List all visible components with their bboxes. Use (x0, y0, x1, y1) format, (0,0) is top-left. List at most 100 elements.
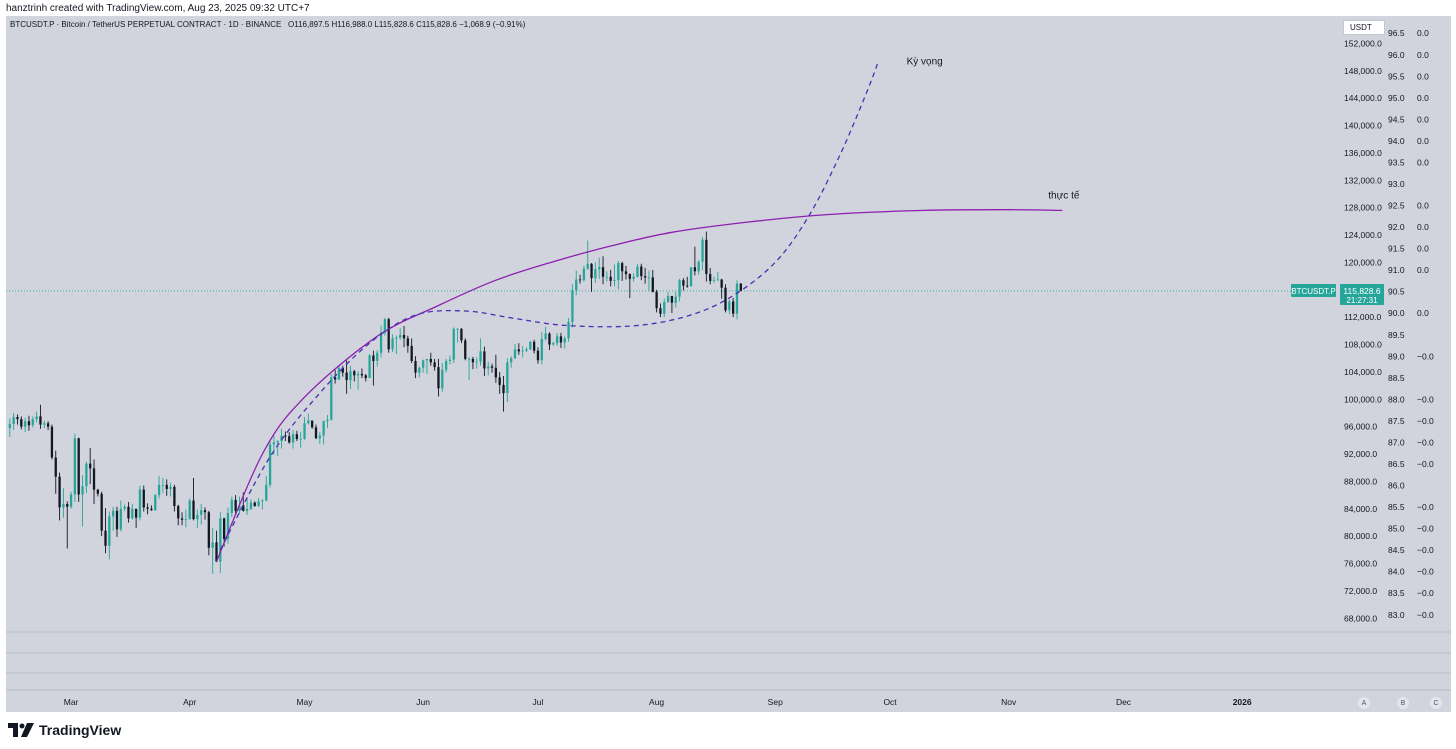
candle (165, 479, 168, 496)
candle-body (134, 508, 138, 518)
chart-background (6, 16, 1451, 712)
candle (54, 450, 57, 494)
candle (410, 338, 413, 364)
candle-body (529, 341, 532, 350)
candle (441, 363, 444, 392)
candle-body (219, 518, 222, 562)
candle (632, 273, 635, 282)
candle-body (444, 360, 448, 370)
candle-body (177, 506, 180, 519)
candle (594, 262, 597, 283)
candle-body (532, 341, 536, 351)
candle (697, 260, 700, 275)
candle-body (311, 420, 314, 428)
candle-body (536, 350, 540, 361)
candle (180, 512, 184, 526)
candle-body (104, 530, 107, 546)
candle (326, 415, 329, 429)
price-tick-label: 84,000.0 (1344, 504, 1377, 514)
price-axis[interactable]: 152,000.0 148,000.0 144,000.0 140,000.0 136,… (1344, 38, 1382, 623)
candle (276, 440, 279, 457)
symbol-price-tag-label: BTCUSDT.P (1291, 287, 1335, 296)
candle-body (628, 274, 631, 279)
candle (621, 261, 624, 281)
time-tick-label: Jun (416, 697, 430, 707)
candle (337, 365, 341, 381)
price-chart[interactable]: thực tế Kỳ vọng 152,000.0 148,000.0 144,000… (6, 16, 1451, 712)
candle (716, 271, 719, 281)
candle (586, 240, 589, 270)
candle (249, 499, 253, 511)
tradingview-logo-icon (8, 723, 34, 737)
secondary-tick-label: 93.0 (1388, 179, 1405, 189)
candle-body (230, 499, 233, 513)
candle (678, 278, 681, 302)
candle (536, 347, 540, 364)
secondary-tick-label: 94.5 (1388, 114, 1405, 124)
candle-body (731, 301, 735, 314)
price-tick-label: 108,000.0 (1344, 340, 1382, 350)
candle (154, 493, 157, 511)
candles-group (8, 231, 742, 574)
candle-body (448, 359, 452, 361)
candle (448, 355, 452, 365)
secondary-row-label: −0.0 (1417, 459, 1434, 469)
time-tick-label: Jul (533, 697, 544, 707)
candle-body (621, 263, 624, 272)
candle-body (674, 296, 677, 303)
currency-button[interactable]: USDT (1343, 20, 1385, 35)
candle-body (226, 512, 230, 539)
candle (617, 261, 620, 290)
candle-body (16, 417, 19, 420)
candle-body (410, 345, 413, 361)
candle (311, 420, 314, 429)
scale-button-a[interactable]: A (1358, 697, 1370, 709)
candle (422, 359, 425, 373)
candle (23, 417, 27, 433)
candle-body (268, 444, 272, 485)
scale-button-c[interactable]: C (1430, 697, 1442, 709)
secondary-tick-label: 88.0 (1388, 394, 1405, 404)
candle-body (353, 371, 356, 376)
candle-body (433, 362, 436, 368)
candle (437, 358, 440, 397)
price-tick-label: 148,000.0 (1344, 66, 1382, 76)
scale-button-b[interactable]: B (1397, 697, 1409, 709)
price-tick-label: 132,000.0 (1344, 175, 1382, 185)
candle (200, 504, 203, 525)
price-tick-label: 92,000.0 (1344, 449, 1377, 459)
candle (184, 509, 188, 528)
secondary-tick-label: 96.5 (1388, 28, 1405, 38)
candle-body (494, 367, 498, 378)
candle (399, 328, 402, 340)
candle (295, 430, 299, 442)
candle-body (609, 276, 612, 281)
candle-body (460, 328, 463, 341)
candle-body (150, 508, 153, 511)
candle (689, 267, 693, 287)
time-tick-label: 2026 (1233, 697, 1252, 707)
candle (146, 503, 149, 515)
candle-body (356, 373, 360, 376)
price-tick-label: 136,000.0 (1344, 148, 1382, 158)
candle-body (441, 369, 444, 389)
secondary-tick-label: 85.5 (1388, 502, 1405, 512)
candle-body (50, 426, 54, 458)
candle-body (69, 494, 73, 507)
candle (460, 328, 463, 344)
candle (655, 289, 658, 313)
candle (433, 358, 436, 371)
candle-body (467, 358, 471, 360)
secondary-row-label: 0.0 (1417, 136, 1429, 146)
time-axis[interactable]: Mar Apr May Jun Jul Aug Sep Oct Nov Dec 2026 (64, 697, 1252, 707)
candle (659, 303, 662, 318)
candle-body (23, 421, 27, 427)
tradingview-logo[interactable]: TradingView (8, 722, 121, 738)
secondary-tick-label: 87.0 (1388, 437, 1405, 447)
candle (96, 488, 99, 497)
candle (368, 354, 371, 379)
candle-body (582, 268, 586, 281)
secondary-axis[interactable]: 96.5 0.0 96.0 0.0 95.5 0.0 95.0 0.0 94.5 0.0 94.0 0… (1388, 28, 1434, 620)
chart-frame[interactable]: thực tế Kỳ vọng 152,000.0 148,000.0 144,000… (6, 16, 1451, 712)
candle-body (54, 457, 57, 477)
